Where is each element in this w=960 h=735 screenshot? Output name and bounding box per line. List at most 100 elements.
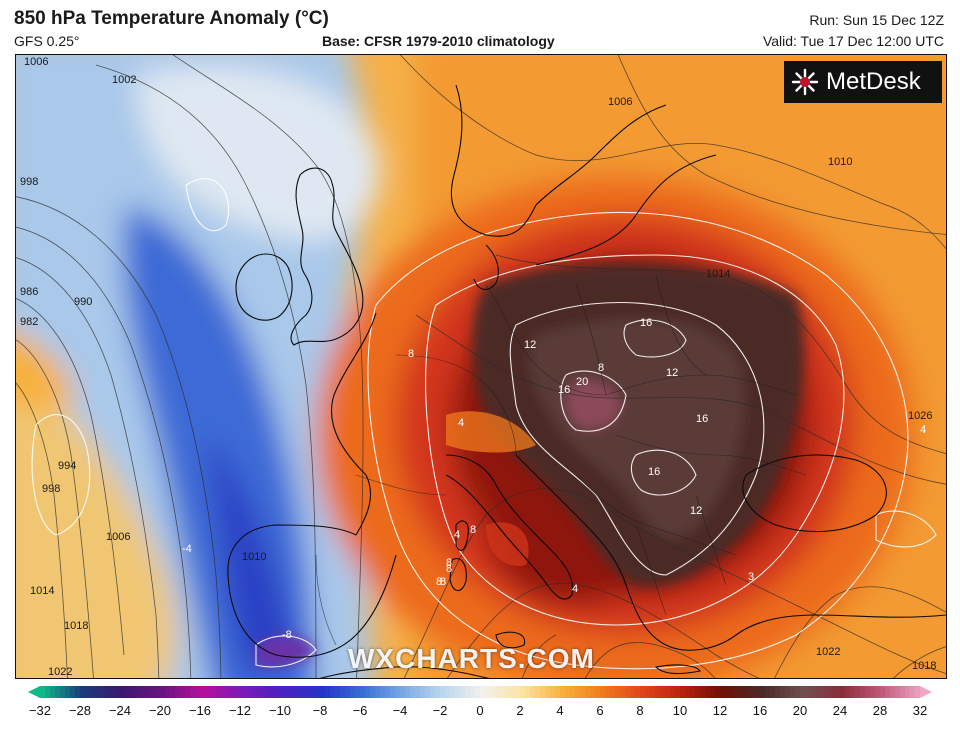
colorbar-segment <box>495 686 501 698</box>
colorbar-segment <box>380 686 386 698</box>
wxcharts-watermark: WXCHARTS.COM <box>348 643 595 674</box>
contour-label: 12 <box>524 339 536 351</box>
colorbar-segment <box>110 686 116 698</box>
colorbar <box>28 686 932 698</box>
colorbar-segment <box>150 686 156 698</box>
colorbar-segment <box>750 686 756 698</box>
colorbar-segment <box>230 686 236 698</box>
colorbar-segment <box>245 686 251 698</box>
colorbar-segment <box>770 686 776 698</box>
colorbar-segment <box>130 686 136 698</box>
colorbar-tick-label: −8 <box>312 703 328 718</box>
colorbar-segment <box>395 686 401 698</box>
colorbar-segment <box>275 686 281 698</box>
colorbar-segment <box>890 686 896 698</box>
sea-anomaly-patches <box>446 411 536 566</box>
colorbar-segment <box>120 686 126 698</box>
colorbar-segment <box>905 686 911 698</box>
colorbar-segment <box>435 686 441 698</box>
isobar-label: 1002 <box>112 74 136 86</box>
colorbar-tick-label: −24 <box>108 703 132 718</box>
contour-label: 20 <box>576 376 588 388</box>
contour-label: 8 <box>470 524 476 536</box>
colorbar-segment <box>785 686 791 698</box>
isobar-label: 1014 <box>30 585 54 597</box>
isobar-label: 1026 <box>908 410 932 422</box>
colorbar-segment <box>845 686 851 698</box>
colorbar-segment <box>595 686 601 698</box>
colorbar-segment <box>70 686 76 698</box>
colorbar-segment <box>485 686 491 698</box>
colorbar-segment <box>880 686 886 698</box>
colorbar-segment <box>385 686 391 698</box>
contour-label: 4 <box>458 417 464 429</box>
map-canvas: 1006 1002 998 986 990 982 994 998 1006 1… <box>16 55 946 678</box>
isobar-label: 1006 <box>24 56 48 68</box>
colorbar-segment <box>705 686 711 698</box>
colorbar-segment <box>480 686 486 698</box>
colorbar-segment <box>170 686 176 698</box>
colorbar-segment <box>780 686 786 698</box>
colorbar-segment <box>330 686 336 698</box>
colorbar-segment <box>825 686 831 698</box>
colorbar-segment <box>740 686 746 698</box>
colorbar-segment <box>270 686 276 698</box>
colorbar-segment <box>50 686 56 698</box>
colorbar-segment <box>310 686 316 698</box>
colorbar-segment <box>365 686 371 698</box>
colorbar-segment <box>590 686 596 698</box>
colorbar-segment <box>405 686 411 698</box>
colorbar-tick-label: 6 <box>596 703 604 718</box>
colorbar-segment <box>570 686 576 698</box>
isobar-label: 1006 <box>106 531 130 543</box>
contour-label: 16 <box>640 317 652 329</box>
colorbar-segment <box>125 686 131 698</box>
colorbar-segment <box>635 686 641 698</box>
colorbar-segment <box>440 686 446 698</box>
colorbar-segment <box>810 686 816 698</box>
colorbar-segment <box>200 686 206 698</box>
colorbar-segment <box>670 686 676 698</box>
colorbar-segment <box>470 686 476 698</box>
colorbar-segment <box>430 686 436 698</box>
colorbar-segment <box>175 686 181 698</box>
colorbar-segment <box>320 686 326 698</box>
colorbar-segment <box>580 686 586 698</box>
colorbar-segment <box>915 686 921 698</box>
metdesk-logo-text: MetDesk <box>826 68 921 95</box>
isobar-labels: 1006 1002 998 986 990 982 994 998 1006 1… <box>20 56 936 678</box>
colorbar-segment <box>445 686 451 698</box>
colorbar-segment <box>585 686 591 698</box>
colorbar-tick-label: −32 <box>28 703 52 718</box>
colorbar-tick-label: 32 <box>912 703 928 718</box>
colorbar-segment <box>285 686 291 698</box>
colorbar-segment <box>350 686 356 698</box>
isobar-lines <box>16 55 946 678</box>
colorbar-segment <box>900 686 906 698</box>
colorbar-segment <box>75 686 81 698</box>
colorbar-segment <box>225 686 231 698</box>
isobar-label: 1006 <box>608 96 632 108</box>
isobar-label: 1022 <box>816 646 840 658</box>
model-label: GFS 0.25° <box>14 33 80 49</box>
contour-label: 16 <box>696 413 708 425</box>
colorbar-segment <box>555 686 561 698</box>
contour-label: 16 <box>648 466 660 478</box>
colorbar-segment <box>315 686 321 698</box>
colorbar-segment <box>65 686 71 698</box>
colorbar-segment <box>575 686 581 698</box>
colorbar-segment <box>60 686 66 698</box>
colorbar-tick-label: 8 <box>636 703 644 718</box>
colorbar-tick-label: 16 <box>752 703 768 718</box>
colorbar-segment <box>450 686 456 698</box>
colorbar-segment <box>795 686 801 698</box>
colorbar-segment <box>420 686 426 698</box>
colorbar-segment <box>340 686 346 698</box>
colorbar-segment <box>240 686 246 698</box>
colorbar-segment <box>655 686 661 698</box>
colorbar-segment <box>360 686 366 698</box>
colorbar-segment <box>155 686 161 698</box>
colorbar-segment <box>870 686 876 698</box>
valid-time-label: Valid: Tue 17 Dec 12:00 UTC <box>762 33 944 49</box>
anomaly-map: 1006 1002 998 986 990 982 994 998 1006 1… <box>15 54 947 679</box>
